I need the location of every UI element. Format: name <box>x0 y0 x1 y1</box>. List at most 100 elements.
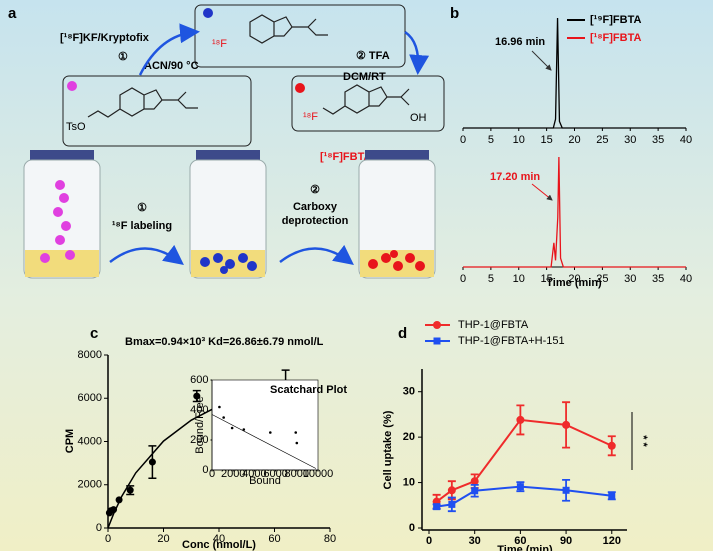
point <box>230 426 234 430</box>
annotation: * * <box>637 435 649 447</box>
x-tick-label: 60 <box>514 535 526 547</box>
x-tick-label: 20 <box>568 273 580 285</box>
point <box>148 458 156 466</box>
atom <box>295 83 305 93</box>
product-label: [¹⁸F]FBTA <box>320 151 371 163</box>
y-tick-label: 4000 <box>78 435 102 447</box>
y-tick-label: 6000 <box>78 392 102 404</box>
condition: DCM/RT <box>343 71 386 83</box>
point <box>516 415 525 424</box>
legend-marker <box>433 321 441 329</box>
y-tick-label: 0 <box>202 464 208 476</box>
reagent: [¹⁸F]KF/Kryptofix <box>60 32 150 44</box>
chromatogram-line <box>463 17 686 129</box>
x-axis-label: Time (min) <box>497 544 553 551</box>
y-tick-label: 600 <box>190 374 208 386</box>
x-tick-label: 8000 <box>285 468 309 480</box>
y-tick-label: 200 <box>190 434 208 446</box>
atom <box>203 8 213 18</box>
step-label: ¹⁸F labeling <box>112 220 172 232</box>
chart-title: Scatchard Plot <box>270 384 347 396</box>
x-axis-label: Time (min) <box>546 277 602 289</box>
annotation-arrow <box>531 50 552 71</box>
step-label: deprotection <box>282 215 349 227</box>
group-label: TsO <box>66 121 86 133</box>
panel-label: c <box>90 325 98 342</box>
y-tick-label: 2000 <box>78 479 102 491</box>
x-tick-label: 40 <box>680 134 692 146</box>
point <box>562 420 571 429</box>
group-label: ¹⁸F <box>212 38 227 50</box>
y-tick-label: 8000 <box>78 349 102 361</box>
x-tick-label: 25 <box>596 134 608 146</box>
x-tick-label: 20 <box>568 134 580 146</box>
x-tick-label: 0 <box>426 535 432 547</box>
step: ② <box>310 184 320 196</box>
panel-label: d <box>398 325 407 342</box>
x-tick-label: 5 <box>488 134 494 146</box>
annotation-arrow <box>531 183 553 201</box>
group-label: ¹⁸F <box>303 111 318 123</box>
point <box>242 428 246 431</box>
inset-frame <box>211 379 319 471</box>
x-tick-label: 90 <box>560 535 572 547</box>
x-tick-label: 80 <box>324 533 336 545</box>
x-tick-label: 120 <box>603 535 621 547</box>
point <box>294 431 298 434</box>
point <box>607 441 616 450</box>
point <box>222 416 225 419</box>
y-tick-label: 20 <box>403 431 415 443</box>
point <box>516 483 524 491</box>
x-tick-label: 0 <box>460 273 466 285</box>
structure-box <box>62 75 252 147</box>
x-tick-label: 40 <box>680 273 692 285</box>
legend-label: THP-1@FBTA <box>458 319 529 331</box>
step: ① <box>118 51 128 63</box>
arrow <box>279 244 354 266</box>
legend-label: [¹⁹F]FBTA <box>590 14 641 26</box>
atom <box>67 81 77 91</box>
x-tick-label: 10 <box>513 273 525 285</box>
x-tick-label: 0 <box>105 533 111 545</box>
x-tick-label: 35 <box>652 273 664 285</box>
x-tick-label: 15 <box>541 134 553 146</box>
y-tick-label: 30 <box>403 386 415 398</box>
chromatogram-line <box>463 156 686 268</box>
y-tick-label: 10 <box>403 476 415 488</box>
vials <box>23 150 436 279</box>
x-tick-label: 40 <box>213 533 225 545</box>
panel-label: a <box>8 5 17 22</box>
step: ② TFA <box>356 50 390 62</box>
y-axis-label: Bound/Free <box>194 396 206 453</box>
point <box>447 486 456 495</box>
step: ① <box>137 202 147 214</box>
x-tick-label: 10 <box>513 134 525 146</box>
x-tick-label: 30 <box>624 134 636 146</box>
y-axis-label: CPM <box>64 429 76 453</box>
point <box>470 477 479 486</box>
x-tick-label: 5 <box>488 273 494 285</box>
step-label: Carboxy <box>293 201 338 213</box>
chart-title: Bmax=0.94×10³ Kd=26.86±6.79 nmol/L <box>125 336 324 348</box>
arrow <box>109 244 184 266</box>
x-tick-label: 0 <box>209 468 215 480</box>
panel-label: b <box>450 5 459 22</box>
y-tick-label: 0 <box>96 522 102 534</box>
x-tick-label: 20 <box>157 533 169 545</box>
x-axis-label: Conc (nmol/L) <box>182 539 256 551</box>
point <box>115 496 123 504</box>
point <box>269 431 272 434</box>
x-tick-label: 0 <box>460 134 466 146</box>
y-axis-label: Cell uptake (%) <box>382 410 394 489</box>
point <box>562 486 570 494</box>
x-tick-label: 4000 <box>242 468 266 480</box>
y-tick-label: 400 <box>190 404 208 416</box>
point <box>448 500 456 508</box>
series-line <box>436 485 612 508</box>
point <box>126 486 134 494</box>
legend-marker <box>433 337 441 345</box>
point <box>218 405 221 409</box>
x-axis-label: Bound <box>249 475 281 487</box>
x-tick-label: 10000 <box>303 468 334 480</box>
arrow <box>404 30 430 75</box>
